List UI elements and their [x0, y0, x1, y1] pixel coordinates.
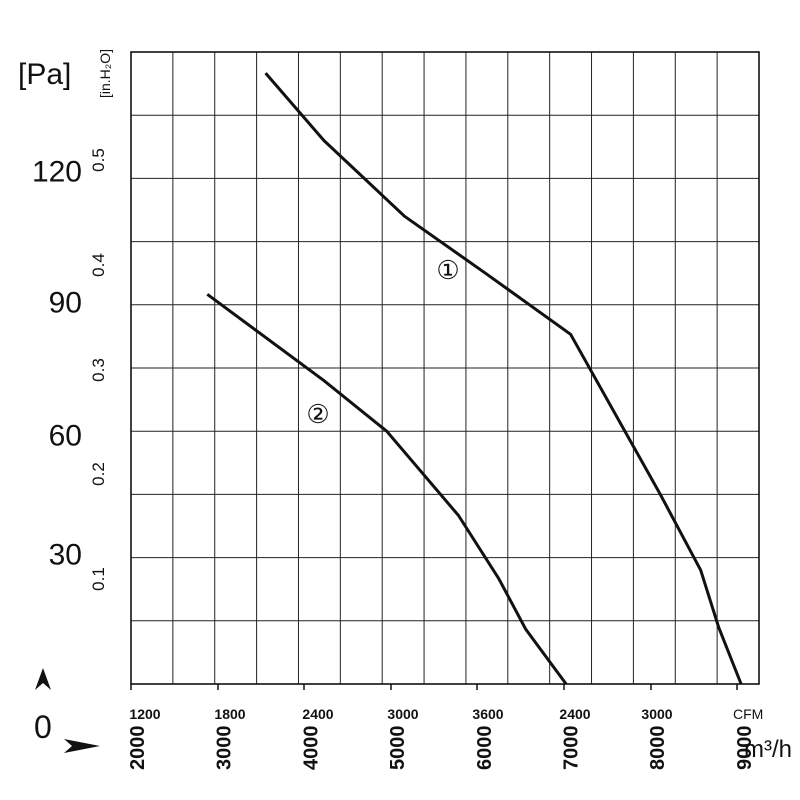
curve-2-label: ②: [306, 399, 329, 429]
pa-unit-label: [Pa]: [18, 58, 71, 91]
axes: 120 90 60 30 0.5 0.4 0.3 0.2 0.1 2000 3000 4000 5000…: [32, 148, 756, 770]
cfm-tick-label: 1800: [214, 706, 245, 722]
cfm-tick-label: 2400: [302, 706, 333, 722]
inh2o-tick-label: 0.4: [89, 253, 108, 277]
cfm-tick-label: 3000: [641, 706, 672, 722]
pa-tick-label: 90: [49, 287, 82, 320]
inh2o-tick-label: 0.2: [89, 462, 108, 486]
cfm-tick-label: 3600: [472, 706, 503, 722]
curves: ①②: [206, 72, 743, 685]
pa-tick-label: 30: [49, 539, 82, 572]
inh2o-unit-label: [in.H₂O]: [97, 49, 113, 98]
curve-1: [264, 72, 743, 685]
m3h-tick-label: 7000: [561, 726, 583, 771]
m3h-tick-label: 2000: [127, 726, 149, 771]
pa-axis-arrow-icon: [35, 668, 51, 690]
m3h-tick-label: 9000: [734, 726, 756, 771]
cfm-tick-label: 2400: [559, 706, 590, 722]
pa-tick-label: 60: [49, 420, 82, 453]
grid: [131, 52, 759, 684]
m3h-unit-label: m³/h: [744, 736, 792, 763]
cfm-tick-label: 3000: [387, 706, 418, 722]
inh2o-tick-label: 0.5: [89, 148, 108, 172]
plot-frame: [130, 51, 760, 685]
inh2o-tick-label: 0.3: [89, 358, 108, 382]
m3h-axis-arrow-icon: [64, 739, 100, 753]
m3h-tick-label: 6000: [474, 726, 496, 771]
curve-2: [206, 293, 568, 685]
cfm-unit-label: CFM: [733, 706, 763, 722]
inh2o-tick-label: 0.1: [89, 567, 108, 591]
m3h-tick-label: 4000: [300, 726, 322, 771]
pa-zero-label: 0: [34, 709, 52, 745]
m3h-tick-label: 5000: [387, 726, 409, 771]
m3h-tick-label: 3000: [214, 726, 236, 771]
curve-1-label: ①: [436, 255, 459, 285]
cfm-tick-label: 1200: [129, 706, 160, 722]
pa-tick-label: 120: [32, 156, 82, 189]
m3h-tick-label: 8000: [647, 726, 669, 771]
